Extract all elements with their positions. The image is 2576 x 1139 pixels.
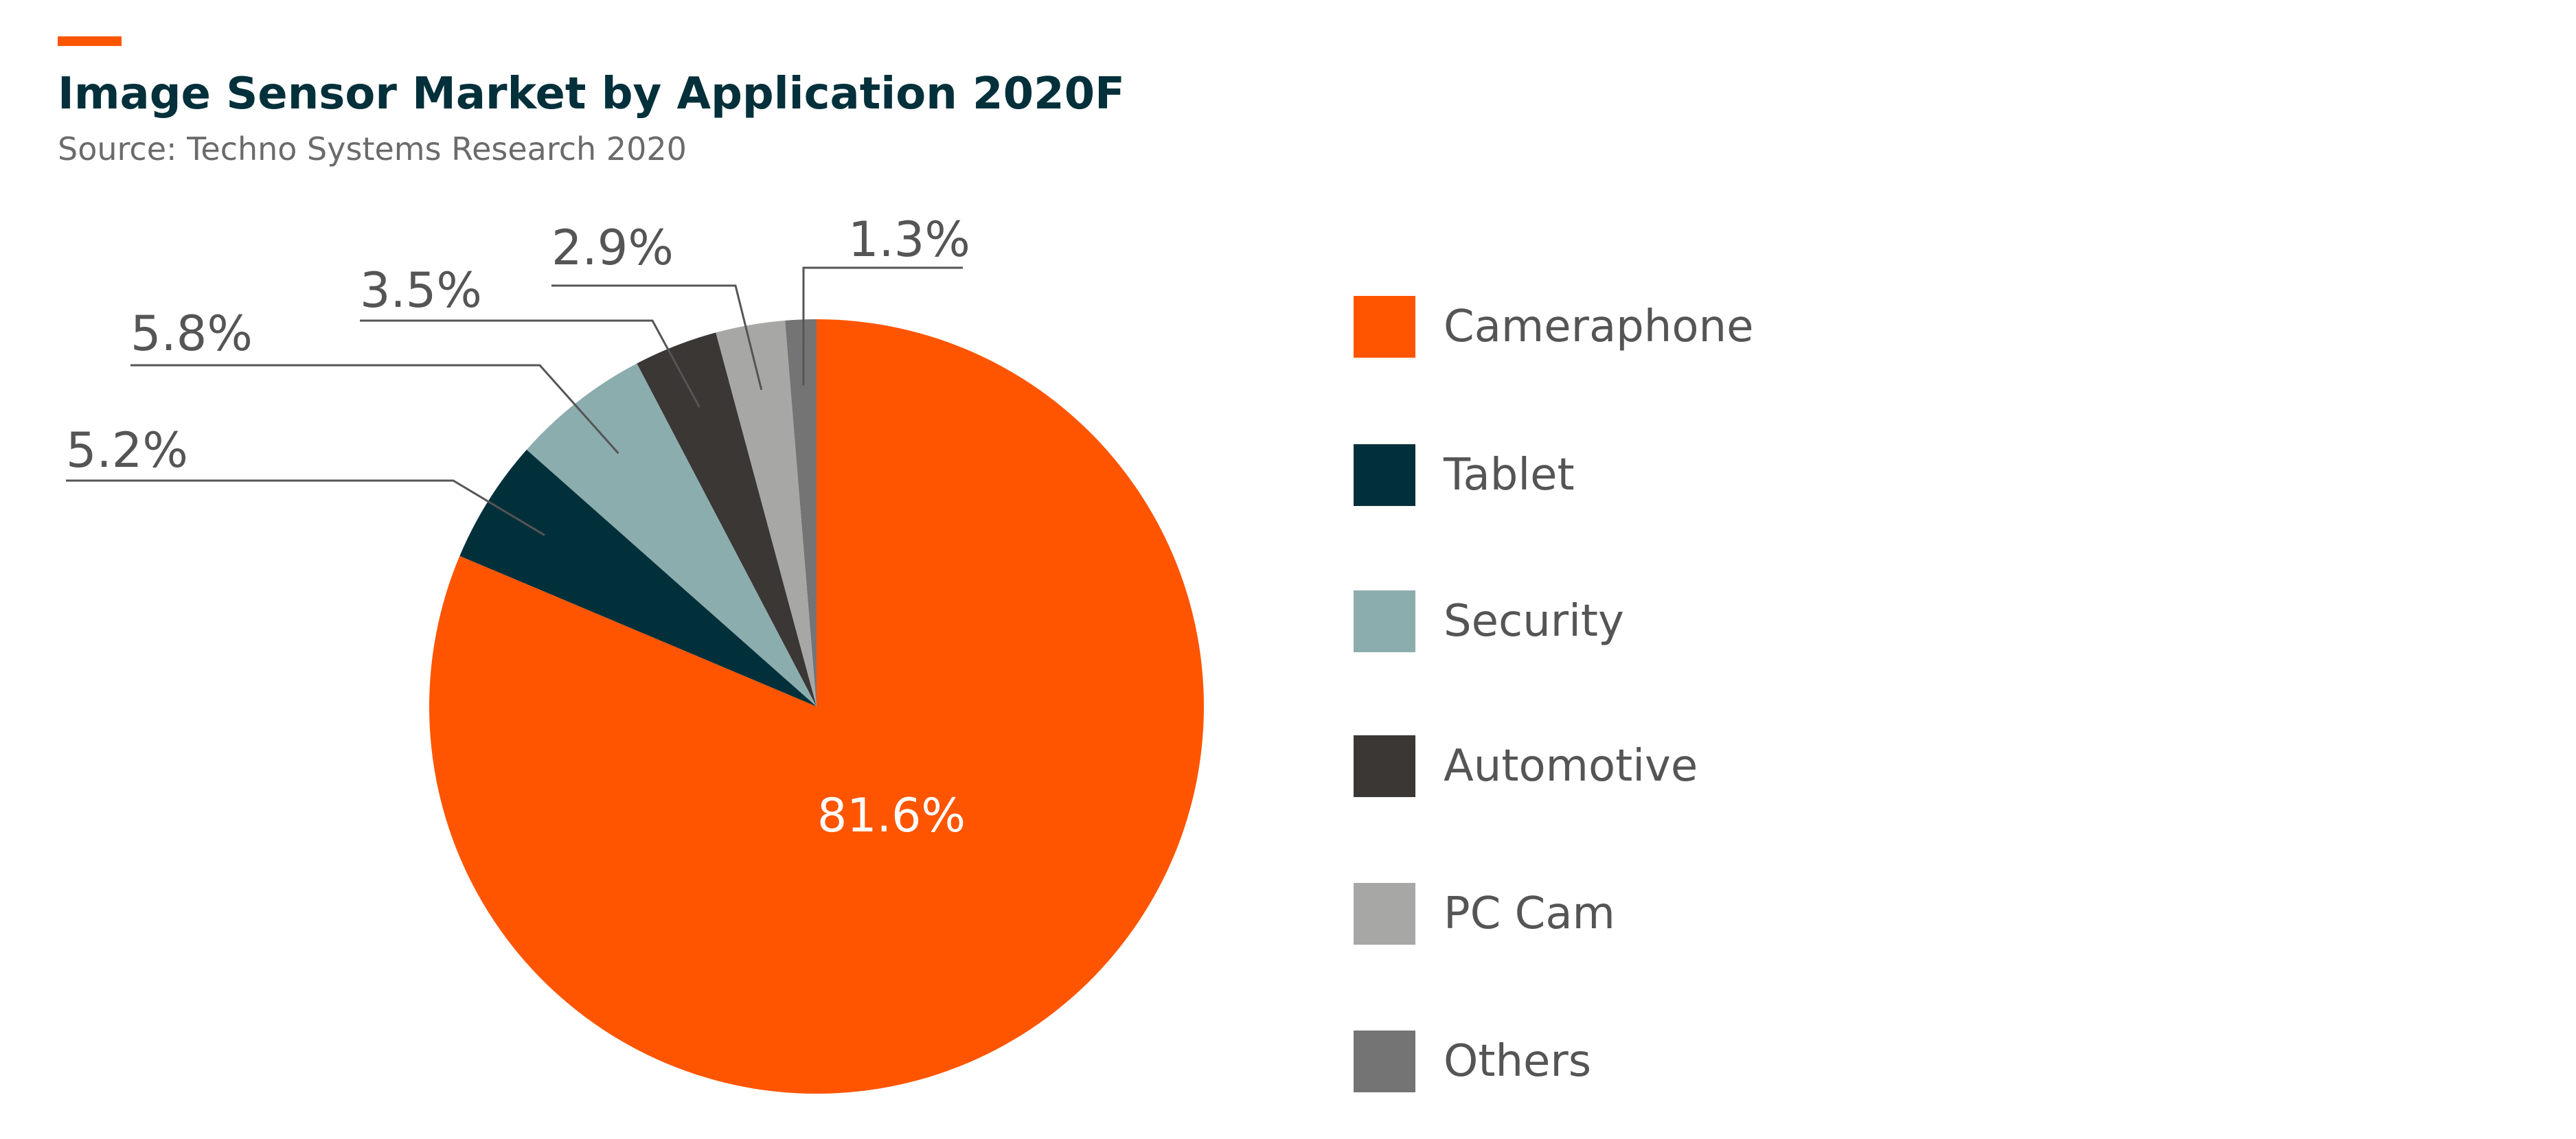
data-label-tablet: 5.2% — [66, 422, 188, 479]
legend-item-tablet: Tablet — [1354, 444, 1575, 506]
leader-line-others — [802, 266, 963, 386]
chart-subtitle: Source: Techno Systems Research 2020 — [58, 130, 687, 168]
legend-label-others: Others — [1444, 1036, 1592, 1087]
legend-label-automotive: Automotive — [1444, 741, 1698, 792]
data-label-security: 5.8% — [130, 306, 253, 362]
legend-swatch-automotive — [1354, 735, 1415, 797]
legend-item-cameraphone: Cameraphone — [1354, 296, 1753, 358]
legend-swatch-pc-cam — [1354, 883, 1415, 945]
data-label-automotive: 3.5% — [360, 262, 482, 319]
pie-data-labels: 81.6% 5.2% 5.8% 3.5% 2.9% 1.3% — [66, 211, 970, 843]
legend-swatch-tablet — [1354, 444, 1415, 506]
leader-line-tablet — [66, 479, 545, 536]
legend-swatch-security — [1354, 590, 1415, 652]
legend-label-cameraphone: Cameraphone — [1444, 301, 1754, 352]
legend-swatch-others — [1354, 1031, 1415, 1092]
leader-line-pc-cam — [551, 284, 763, 391]
legend-label-tablet: Tablet — [1444, 450, 1575, 501]
legend-item-security: Security — [1354, 590, 1624, 652]
pie-slice-automotive — [637, 332, 817, 706]
legend-item-pc-cam: PC Cam — [1354, 883, 1615, 945]
data-label-others: 1.3% — [848, 211, 970, 268]
pie-slice-security — [526, 363, 817, 706]
legend-label-security: Security — [1444, 596, 1624, 647]
chart-title: Image Sensor Market by Application 2020F — [58, 69, 1125, 119]
leader-line-security — [130, 364, 619, 455]
legend-label-pc-cam: PC Cam — [1444, 888, 1615, 939]
legend-item-others: Others — [1354, 1031, 1591, 1092]
pie-slices — [429, 319, 1204, 1094]
data-label-pc-cam: 2.9% — [551, 220, 674, 276]
chart-legend: Cameraphone Tablet Security Automotive PC Ca… — [1354, 0, 1972, 1139]
data-label-cameraphone: 81.6% — [817, 789, 966, 843]
pie-slice-tablet — [459, 449, 817, 706]
legend-swatch-cameraphone — [1354, 296, 1415, 358]
pie-slice-others — [785, 319, 817, 706]
legend-item-automotive: Automotive — [1354, 735, 1698, 797]
pie-leader-lines — [66, 266, 963, 536]
pie-slice-pc-cam — [716, 320, 817, 706]
leader-line-automotive — [360, 319, 700, 408]
title-accent-bar — [58, 36, 122, 46]
